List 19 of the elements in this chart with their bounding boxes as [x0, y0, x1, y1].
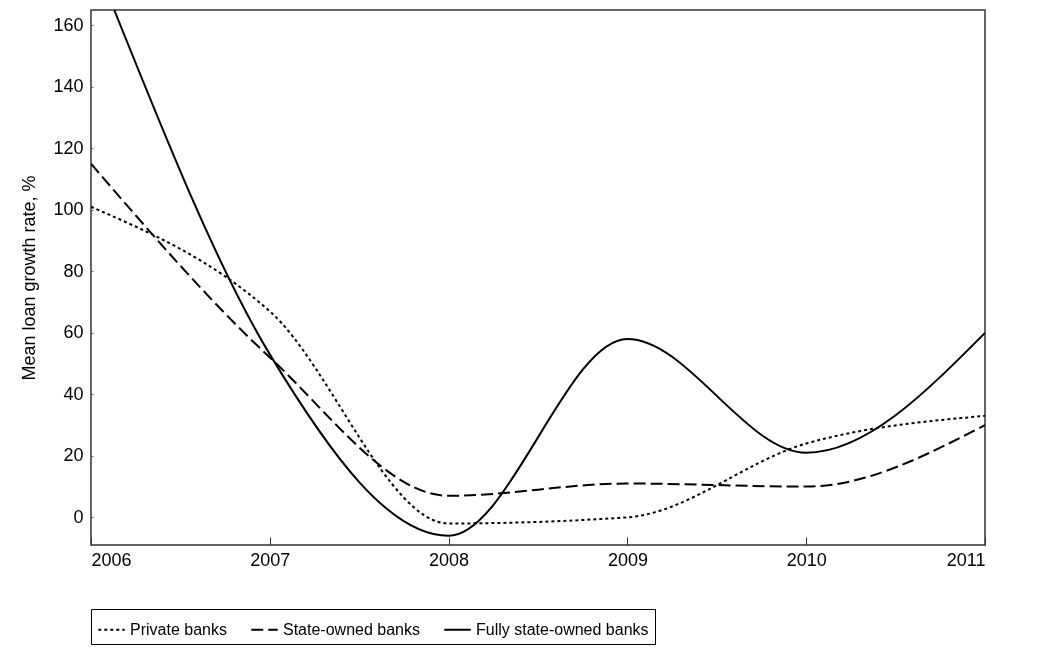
- x-tick-label: 2010: [786, 549, 827, 570]
- y-tick-label: 120: [53, 137, 84, 158]
- y-tick-label: 100: [53, 199, 84, 220]
- legend-label: State-owned banks: [283, 620, 420, 638]
- legend-label: Fully state-owned banks: [476, 620, 649, 638]
- y-tick-label: 20: [63, 445, 84, 466]
- y-tick-label: 60: [63, 322, 84, 343]
- x-tick-label: 2007: [250, 549, 291, 570]
- y-tick-label: 160: [53, 14, 84, 35]
- y-tick-label: 40: [63, 383, 84, 404]
- y-tick-label: 140: [53, 76, 84, 97]
- x-tick-label: 2006: [91, 549, 132, 570]
- x-tick-label: 2008: [429, 549, 470, 570]
- x-tick-label: 2011: [946, 549, 986, 570]
- y-tick-label: 80: [63, 260, 84, 281]
- legend-label: Private banks: [130, 620, 227, 638]
- x-tick-label: 2009: [607, 549, 648, 570]
- y-tick-label: 0: [73, 506, 84, 527]
- y-axis-title: Mean loan growth rate, %: [19, 175, 40, 381]
